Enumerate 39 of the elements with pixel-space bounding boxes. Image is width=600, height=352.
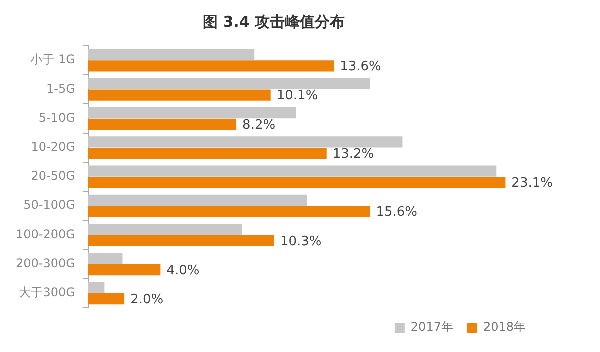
bar [88, 49, 255, 60]
data-label: 13.6% [340, 60, 382, 75]
data-label: 10.3% [280, 234, 322, 250]
data-label: 2.0% [130, 292, 164, 308]
bar [88, 282, 105, 294]
y-tick-label: 20-50G [31, 169, 76, 184]
y-tick-label: 大于300G [19, 286, 76, 300]
y-tick-label: 50-100G [24, 198, 76, 212]
data-label: 23.1% [512, 176, 553, 192]
legend-label: 2017年 [410, 320, 454, 334]
bar [88, 166, 497, 177]
bar [88, 224, 242, 236]
y-tick-label: 200-300G [16, 256, 76, 270]
bar [88, 108, 296, 119]
data-label: 10.1% [276, 88, 318, 104]
data-label: 13.2% [332, 146, 374, 162]
bar [88, 235, 274, 246]
bar [88, 90, 271, 101]
data-label: 8.2% [242, 118, 276, 133]
bar [88, 136, 403, 148]
bar [88, 264, 161, 276]
bar [88, 60, 334, 72]
y-tick-label: 1-5G [46, 82, 76, 96]
data-label: 15.6% [376, 205, 418, 220]
bar [88, 118, 237, 130]
chart-title: 图 3.4 攻击峰值分布 [202, 12, 346, 31]
bar [88, 206, 370, 218]
legend-label: 2018年 [483, 320, 526, 334]
y-tick-label: 100-200G [16, 227, 76, 242]
y-tick-label: 10-20G [31, 140, 76, 154]
y-tick-label: 5-10G [38, 110, 76, 125]
bar [88, 148, 327, 160]
y-tick-label: 小于 1G [30, 52, 76, 67]
bar [88, 177, 506, 188]
bar [88, 294, 125, 305]
bar [88, 78, 370, 90]
bar [88, 194, 307, 206]
data-label: 4.0% [166, 263, 200, 278]
bar [88, 253, 123, 264]
